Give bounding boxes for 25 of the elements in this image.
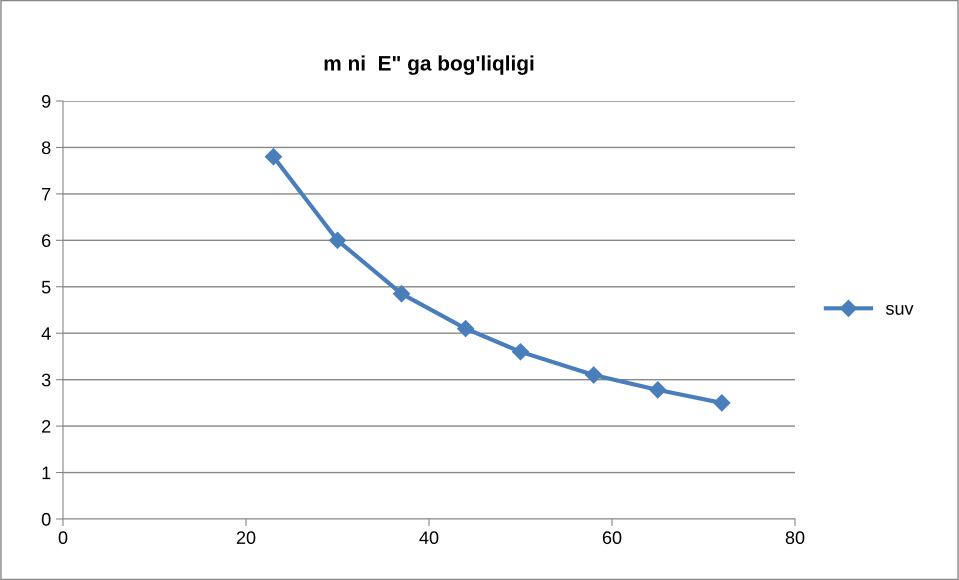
point xyxy=(649,381,666,398)
y-tick-label: 7 xyxy=(42,188,50,200)
x-tick-label: 0 xyxy=(58,531,68,544)
y-tick-label: 0 xyxy=(42,512,50,526)
point xyxy=(328,232,346,249)
point xyxy=(264,148,282,166)
y-tick-label: 4 xyxy=(42,327,51,340)
y-tick-label: 3 xyxy=(42,374,50,386)
chart-title: m ni E" ga bog'liqligi xyxy=(324,55,534,75)
x-tick-label: 80 xyxy=(786,531,804,544)
x-tick-label: 60 xyxy=(602,531,622,544)
legend-label: suv xyxy=(886,304,914,315)
point xyxy=(585,366,602,384)
point xyxy=(393,285,410,302)
y-tick-label: 5 xyxy=(42,280,50,294)
point xyxy=(512,343,530,360)
x-tick-label: 20 xyxy=(236,531,256,544)
point xyxy=(457,320,474,338)
x-tick-label: 40 xyxy=(419,531,438,544)
y-tick-label: 1 xyxy=(42,466,50,480)
y-tick-label: 9 xyxy=(42,94,50,108)
y-tick-label: 6 xyxy=(42,234,50,248)
y-tick-label: 8 xyxy=(42,141,50,154)
y-tick-label: 2 xyxy=(42,420,50,433)
point xyxy=(713,394,730,412)
